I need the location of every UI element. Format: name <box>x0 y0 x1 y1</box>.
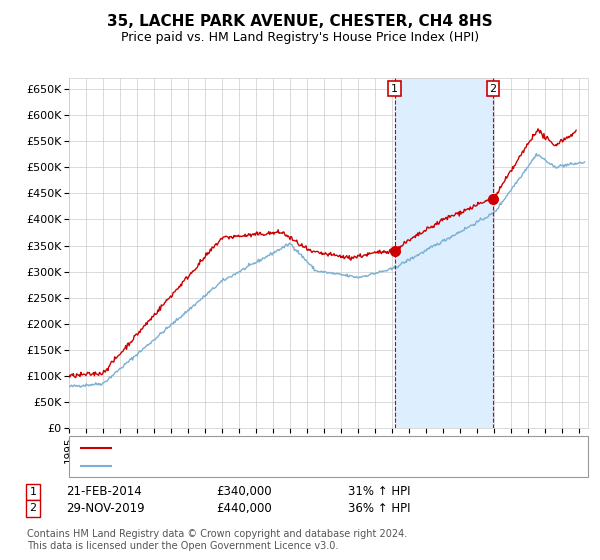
Text: 1: 1 <box>29 487 37 497</box>
Text: 29-NOV-2019: 29-NOV-2019 <box>66 502 145 515</box>
Text: Price paid vs. HM Land Registry's House Price Index (HPI): Price paid vs. HM Land Registry's House … <box>121 31 479 44</box>
Text: 21-FEB-2014: 21-FEB-2014 <box>66 485 142 498</box>
Text: Contains HM Land Registry data © Crown copyright and database right 2024.
This d: Contains HM Land Registry data © Crown c… <box>27 529 407 551</box>
Text: 1: 1 <box>391 83 398 94</box>
Bar <box>395 78 493 428</box>
Text: 2: 2 <box>490 83 497 94</box>
Text: 35, LACHE PARK AVENUE, CHESTER, CH4 8HS (detached house): 35, LACHE PARK AVENUE, CHESTER, CH4 8HS … <box>117 443 473 453</box>
Text: 2: 2 <box>29 503 37 514</box>
Text: 31% ↑ HPI: 31% ↑ HPI <box>348 485 410 498</box>
Text: HPI: Average price, detached house, Cheshire West and Chester: HPI: Average price, detached house, Ches… <box>117 461 475 472</box>
Text: £340,000: £340,000 <box>216 485 272 498</box>
Text: £440,000: £440,000 <box>216 502 272 515</box>
Text: 35, LACHE PARK AVENUE, CHESTER, CH4 8HS: 35, LACHE PARK AVENUE, CHESTER, CH4 8HS <box>107 14 493 29</box>
Text: 36% ↑ HPI: 36% ↑ HPI <box>348 502 410 515</box>
